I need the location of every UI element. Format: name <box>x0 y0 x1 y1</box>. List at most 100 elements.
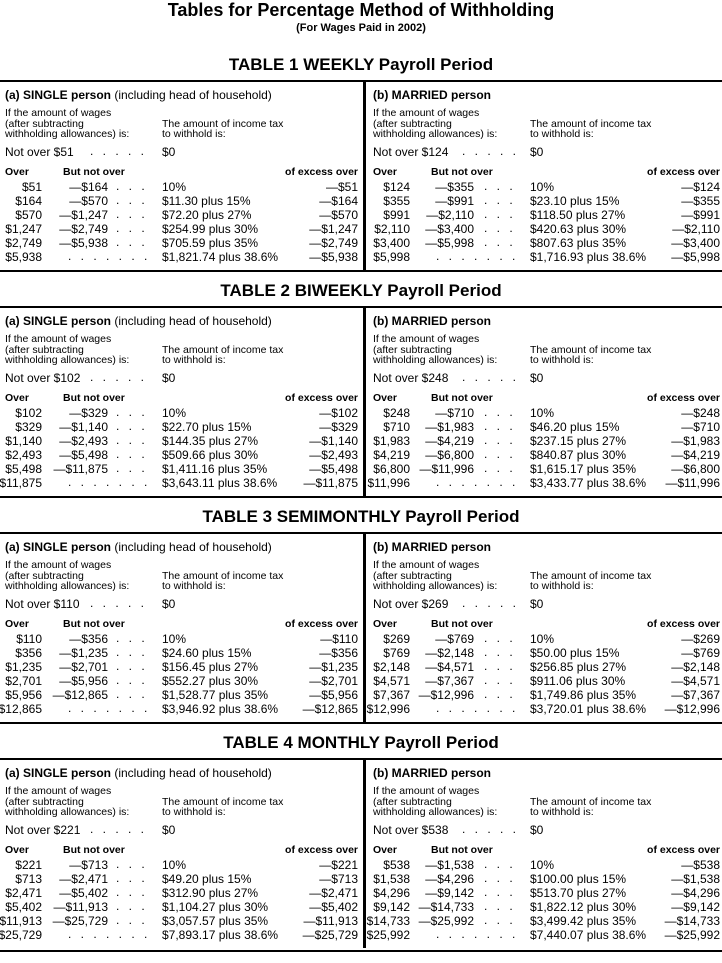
leader-dots: . . . <box>116 687 148 701</box>
not-over-tax: $0 <box>530 597 544 611</box>
row-excess-over: —$11,913 <box>303 914 359 928</box>
row-excess-over: —$12,996 <box>664 702 720 716</box>
row-excess-over: —$5,402 <box>309 900 358 914</box>
row-excess-over: —$2,110 <box>672 222 720 236</box>
leader-dots: . . . . . . . <box>68 701 151 715</box>
row-excess-over: —$11,996 <box>665 476 721 490</box>
col-header-but-not-over: But not over <box>63 844 125 856</box>
row-but-not-over: —$25,992 <box>418 914 474 928</box>
col-header-excess: of excess over <box>285 166 358 178</box>
row-rate: $50.00 plus 15% <box>530 646 620 660</box>
row-over: $11,913 <box>0 914 42 928</box>
table-heading: TABLE 1 WEEKLY Payroll Period <box>228 55 494 74</box>
row-over: $5,498 <box>5 462 42 476</box>
row-but-not-over: —$14,733 <box>418 900 474 914</box>
row-rate: $118.50 plus 27% <box>530 208 626 222</box>
row-rate: $1,104.27 plus 30% <box>162 900 269 914</box>
table-block: TABLE 1 WEEKLY Payroll Period (a) SINGLE … <box>0 55 722 281</box>
row-excess-over: —$12,865 <box>302 702 358 716</box>
row-rate: $3,946.92 plus 38.6% <box>162 702 279 716</box>
leader-dots: . . . <box>484 221 516 235</box>
not-over-amount: Not over $269 <box>373 597 449 611</box>
row-excess-over: —$4,296 <box>671 886 720 900</box>
document-title: Tables for Percentage Method of Withhold… <box>167 0 555 20</box>
wages-label-3: withholding allowances) is: <box>373 580 498 592</box>
leader-dots: . . . <box>116 405 148 419</box>
column-divider <box>363 80 366 270</box>
leader-dots: . . . . . . . <box>68 249 151 263</box>
row-rate: $1,821.74 plus 38.6% <box>162 250 279 264</box>
table-heading: TABLE 3 SEMIMONTHLY Payroll Period <box>202 507 520 526</box>
tax-label-2: to withhold is: <box>162 354 226 366</box>
row-but-not-over: —$1,140 <box>59 420 108 434</box>
row-excess-over: —$4,571 <box>671 674 720 688</box>
row-excess-over: —$2,701 <box>309 674 358 688</box>
not-over-amount: Not over $221 <box>5 823 81 837</box>
row-rate: $840.87 plus 30% <box>530 448 627 462</box>
bottom-rule <box>0 496 722 498</box>
row-excess-over: —$769 <box>681 646 720 660</box>
row-but-not-over: —$2,493 <box>59 434 108 448</box>
leader-dots: . . . <box>116 645 148 659</box>
row-excess-over: —$1,983 <box>671 434 720 448</box>
row-excess-over: —$110 <box>320 632 358 646</box>
wages-label-2: (after subtracting <box>373 796 452 808</box>
not-over-amount: Not over $248 <box>373 371 449 385</box>
not-over-tax: $0 <box>530 823 544 837</box>
col-header-but-not-over: But not over <box>63 392 125 404</box>
row-but-not-over: —$4,296 <box>425 872 474 886</box>
row-over: $5,402 <box>5 900 42 914</box>
row-over: $248 <box>383 406 410 420</box>
row-rate: $552.27 plus 30% <box>162 674 259 688</box>
row-over: $3,400 <box>373 236 410 250</box>
row-but-not-over: —$5,938 <box>59 236 108 250</box>
row-over: $1,235 <box>5 660 42 674</box>
tax-label-2: to withhold is: <box>530 354 594 366</box>
row-rate: $237.15 plus 27% <box>530 434 627 448</box>
row-but-not-over: —$164 <box>69 180 108 194</box>
leader-dots: . . . <box>116 885 148 899</box>
col-header-over: Over <box>373 166 397 178</box>
section-header: (b) MARRIED person <box>373 766 491 780</box>
leader-dots: . . . . . . . <box>436 927 519 941</box>
row-rate: $7,440.07 plus 38.6% <box>530 928 647 942</box>
leader-dots: . . . <box>116 447 148 461</box>
single-section: (a) SINGLE person (including head of hou… <box>0 534 362 724</box>
row-rate: $7,893.17 plus 38.6% <box>162 928 279 942</box>
row-but-not-over: —$25,729 <box>52 914 108 928</box>
row-but-not-over: —$9,142 <box>425 886 474 900</box>
row-but-not-over: —$355 <box>435 180 474 194</box>
row-excess-over: —$5,998 <box>671 250 720 264</box>
row-excess-over: —$329 <box>319 420 358 434</box>
row-excess-over: —$2,471 <box>309 886 358 900</box>
row-excess-over: —$9,142 <box>671 900 720 914</box>
row-but-not-over: —$1,247 <box>59 208 108 222</box>
section-header-rest: (including head of household) <box>111 88 272 102</box>
wages-label-2: (after subtracting <box>373 570 452 582</box>
row-over: $4,571 <box>373 674 410 688</box>
row-but-not-over: —$7,367 <box>425 674 474 688</box>
row-rate: $1,716.93 plus 38.6% <box>530 250 647 264</box>
col-header-but-not-over: But not over <box>431 392 493 404</box>
leader-dots: . . . <box>116 221 148 235</box>
row-over: $329 <box>15 420 42 434</box>
row-rate: $513.70 plus 27% <box>530 886 627 900</box>
section-header-rest: (including head of household) <box>111 766 272 780</box>
section-header-bold: (b) MARRIED person <box>373 88 491 102</box>
row-but-not-over: —$329 <box>69 406 108 420</box>
row-over: $2,749 <box>5 236 42 250</box>
leader-dots: . . . <box>116 631 148 645</box>
leader-dots: . . . <box>484 419 516 433</box>
row-rate: $420.63 plus 30% <box>530 222 627 236</box>
row-over: $11,875 <box>0 476 42 490</box>
row-rate: $24.60 plus 15% <box>162 646 252 660</box>
tax-label-1: The amount of income tax <box>162 796 284 808</box>
row-excess-over: —$5,938 <box>309 250 358 264</box>
wages-label-1: If the amount of wages <box>5 107 112 119</box>
tax-label-2: to withhold is: <box>162 806 226 818</box>
leader-dots: . . . . . <box>462 370 520 384</box>
row-over: $6,800 <box>373 462 410 476</box>
row-over: $7,367 <box>373 688 410 702</box>
row-over: $2,148 <box>373 660 410 674</box>
section-header: (b) MARRIED person <box>373 540 491 554</box>
